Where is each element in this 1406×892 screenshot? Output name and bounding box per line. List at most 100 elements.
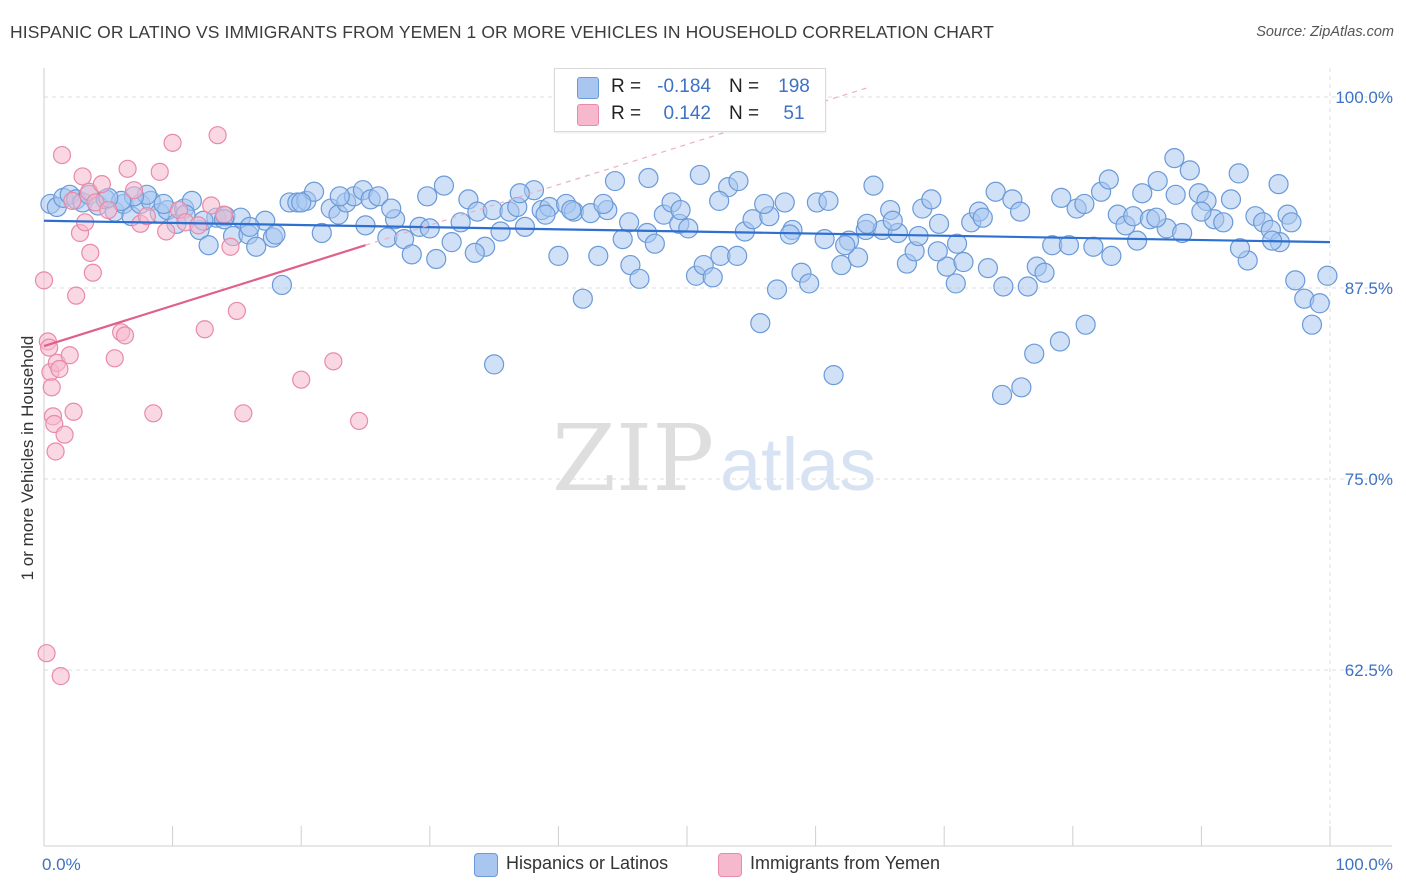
watermark-atlas: atlas bbox=[720, 423, 876, 506]
point-hispanic bbox=[1309, 293, 1330, 314]
point-hispanic bbox=[1301, 314, 1323, 335]
point-hispanic bbox=[1132, 183, 1153, 204]
point-hispanic bbox=[991, 384, 1013, 406]
point-yemen bbox=[324, 352, 343, 371]
y-axis-label: 1 or more Vehicles in Household bbox=[18, 335, 37, 581]
point-hispanic bbox=[985, 181, 1006, 202]
point-hispanic bbox=[417, 186, 438, 207]
legend-swatch-blue bbox=[577, 77, 599, 99]
point-hispanic bbox=[619, 212, 640, 233]
y-tick-label: 75.0% bbox=[1345, 470, 1393, 489]
point-hispanic bbox=[572, 288, 593, 309]
point-yemen bbox=[292, 370, 311, 389]
point-hispanic bbox=[728, 170, 749, 192]
point-yemen bbox=[37, 644, 56, 663]
zipatlas-watermark: ZIP atlas bbox=[552, 405, 876, 512]
point-yemen bbox=[105, 349, 124, 368]
point-hispanic bbox=[750, 313, 771, 334]
tick-labels: 100.0% 87.5% 75.0% 62.5% 0.0% 100.0% bbox=[42, 88, 1393, 874]
y-tick-label: 87.5% bbox=[1345, 279, 1393, 298]
point-hispanic bbox=[709, 190, 730, 212]
point-hispanic bbox=[1058, 235, 1080, 256]
source-attribution: Source: ZipAtlas.com bbox=[1256, 24, 1394, 40]
point-yemen bbox=[202, 196, 221, 215]
point-hispanic bbox=[1075, 314, 1096, 335]
point-hispanic bbox=[1285, 270, 1306, 291]
legend-n-label: N = bbox=[729, 103, 760, 124]
point-hispanic bbox=[1009, 201, 1031, 222]
point-yemen bbox=[349, 411, 369, 431]
legend-r-value: -0.184 bbox=[657, 76, 711, 97]
point-yemen bbox=[227, 301, 246, 321]
legend-row-hispanic: R = -0.184 N = 198 bbox=[577, 74, 817, 100]
grid-lines bbox=[44, 68, 1392, 846]
trend-line-hispanic bbox=[43, 219, 1331, 244]
point-yemen bbox=[195, 320, 214, 339]
legend-n-value: 51 bbox=[783, 103, 805, 124]
point-hispanic bbox=[1179, 160, 1200, 181]
point-hispanic bbox=[450, 212, 471, 233]
point-hispanic bbox=[766, 279, 788, 300]
point-yemen bbox=[144, 404, 163, 423]
point-yemen bbox=[50, 359, 69, 379]
point-hispanic bbox=[329, 186, 350, 207]
point-hispanic bbox=[441, 232, 462, 253]
point-hispanic bbox=[946, 233, 968, 254]
watermark-zip: ZIP bbox=[552, 405, 714, 512]
point-hispanic bbox=[882, 210, 903, 231]
point-hispanic bbox=[464, 242, 485, 263]
point-hispanic bbox=[774, 192, 795, 213]
point-hispanic bbox=[535, 204, 556, 225]
point-hispanic bbox=[1228, 163, 1249, 184]
y-tick-label: 62.5% bbox=[1345, 661, 1393, 680]
series-legend: Hispanics or Latinos Immigrants from Yem… bbox=[0, 852, 1406, 878]
point-hispanic bbox=[368, 186, 389, 207]
point-hispanic bbox=[847, 247, 869, 268]
point-yemen bbox=[60, 346, 79, 365]
point-yemen bbox=[42, 378, 61, 397]
point-yemen bbox=[137, 207, 156, 226]
point-hispanic bbox=[856, 213, 878, 234]
axes bbox=[43, 68, 1392, 847]
point-hispanic bbox=[644, 233, 665, 254]
point-hispanic bbox=[835, 235, 856, 256]
point-hispanic bbox=[678, 218, 699, 239]
legend-r-value: 0.142 bbox=[663, 103, 711, 124]
point-yemen bbox=[163, 133, 182, 152]
point-hispanic bbox=[612, 229, 633, 250]
point-hispanic bbox=[401, 244, 422, 265]
y-tick-label: 100.0% bbox=[1335, 88, 1393, 107]
series-swatch-blue bbox=[474, 853, 498, 877]
point-hispanic bbox=[593, 193, 614, 215]
point-hispanic bbox=[588, 245, 609, 267]
point-hispanic bbox=[311, 222, 332, 244]
point-hispanic bbox=[977, 258, 999, 279]
point-hispanic bbox=[291, 192, 312, 213]
series-legend-label: Hispanics or Latinos bbox=[506, 853, 669, 873]
trend-extension-yemen bbox=[365, 87, 868, 246]
point-hispanic bbox=[419, 218, 440, 239]
point-hispanic bbox=[818, 190, 839, 212]
correlation-legend: R = -0.184 N = 198 R = 0.142 N = 51 bbox=[554, 68, 826, 132]
point-hispanic bbox=[1191, 201, 1212, 222]
point-hispanic bbox=[561, 199, 582, 221]
point-hispanic bbox=[604, 170, 626, 192]
point-yemen bbox=[51, 667, 70, 686]
point-yemen bbox=[115, 326, 135, 345]
point-hispanic bbox=[1213, 212, 1234, 233]
point-yemen bbox=[92, 174, 111, 194]
point-hispanic bbox=[1165, 184, 1186, 205]
point-yemen bbox=[63, 191, 82, 211]
point-hispanic bbox=[1164, 148, 1185, 169]
point-hispanic bbox=[1101, 245, 1122, 267]
point-yemen bbox=[118, 159, 137, 178]
point-hispanic bbox=[381, 198, 402, 219]
point-hispanic bbox=[426, 248, 447, 270]
point-hispanic bbox=[1172, 222, 1193, 244]
point-hispanic bbox=[1098, 169, 1119, 190]
point-hispanic bbox=[779, 224, 800, 245]
point-yemen bbox=[55, 425, 74, 444]
legend-r-label: R = bbox=[611, 103, 642, 124]
point-yemen bbox=[83, 263, 102, 282]
